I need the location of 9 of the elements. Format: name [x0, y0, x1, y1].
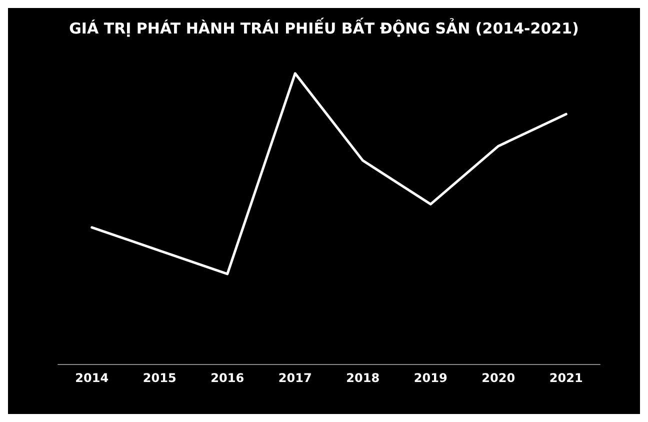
x-tick-label: 2017: [278, 371, 312, 385]
x-tick-label: 2014: [75, 371, 109, 385]
chart-title: GIÁ TRỊ PHÁT HÀNH TRÁI PHIẾU BẤT ĐỘNG SẢN (2014-2021): [69, 18, 579, 38]
x-tick-label: 2018: [346, 371, 380, 385]
x-tick-label: 2020: [482, 371, 516, 385]
x-tick-label: 2021: [549, 371, 583, 385]
x-tick-label: 2019: [414, 371, 448, 385]
x-tick-label: 2015: [142, 371, 176, 385]
x-tick-label: 2016: [210, 371, 244, 385]
